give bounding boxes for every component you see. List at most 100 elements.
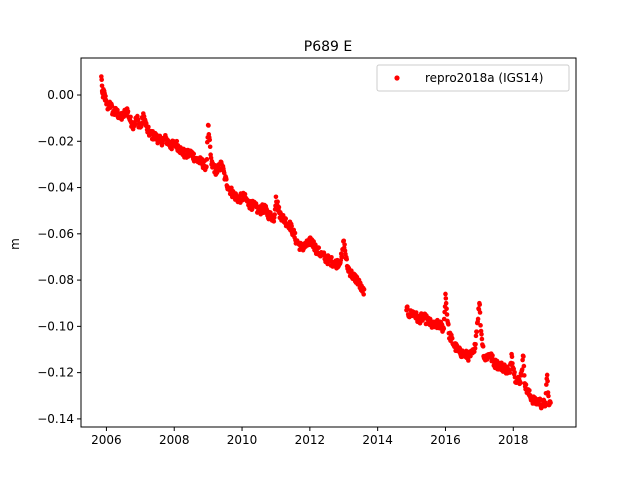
data-point	[272, 212, 277, 217]
x-tick-label: 2010	[227, 433, 258, 447]
data-point	[521, 354, 526, 359]
data-point	[443, 291, 448, 297]
data-point	[276, 204, 282, 210]
data-point	[510, 361, 515, 366]
data-point	[289, 223, 294, 229]
data-point	[475, 316, 481, 322]
data-point	[361, 287, 367, 292]
data-point	[521, 363, 527, 369]
data-point	[544, 372, 550, 378]
y-tick-label: −0.14	[37, 412, 74, 426]
data-point	[471, 349, 477, 355]
data-point	[221, 170, 227, 176]
data-point	[344, 256, 350, 262]
data-point	[518, 380, 523, 385]
data-point	[329, 255, 334, 260]
y-axis-label: m	[8, 238, 22, 250]
data-point	[103, 93, 108, 99]
data-point	[271, 219, 277, 224]
plot-frame	[80, 57, 577, 428]
y-tick-label: −0.06	[37, 227, 74, 241]
data-point	[361, 292, 366, 297]
data-point	[204, 157, 210, 162]
data-point	[473, 341, 478, 347]
data-point	[341, 238, 347, 244]
axes: 2006 2008 2010 2012 2014 2016 2018 0.00 −0.02 −0.…	[37, 88, 528, 447]
data-point	[292, 230, 298, 236]
x-tick-label: 2016	[430, 433, 461, 447]
y-tick-label: −0.02	[37, 134, 74, 148]
data-point	[477, 302, 483, 307]
data-point	[339, 254, 345, 260]
data-point	[109, 103, 115, 109]
y-tick-label: 0.00	[47, 88, 74, 102]
data-point	[477, 310, 483, 315]
data-point	[544, 382, 549, 387]
x-tick-label: 2014	[362, 433, 393, 447]
data-point	[543, 400, 548, 406]
data-point	[204, 164, 209, 170]
data-point	[273, 194, 279, 200]
data-point	[473, 333, 479, 339]
data-point	[480, 344, 486, 349]
data-point	[523, 382, 529, 387]
y-tick-label: −0.04	[37, 181, 74, 195]
data-point	[316, 245, 322, 250]
data-point	[443, 296, 449, 301]
y-tick-label: −0.08	[37, 273, 74, 287]
data-point	[509, 354, 515, 360]
data-point	[479, 331, 484, 337]
data-point	[275, 199, 280, 205]
data-point	[507, 370, 513, 375]
data-point	[519, 367, 525, 372]
data-point	[443, 300, 449, 306]
data-point	[132, 121, 138, 127]
x-tick-label: 2008	[159, 433, 190, 447]
y-tick-label: −0.10	[37, 319, 74, 333]
data-point	[548, 400, 553, 406]
data-point	[466, 358, 471, 363]
x-tick-label: 2012	[295, 433, 326, 447]
data-point	[490, 353, 495, 358]
y-tick-label: −0.12	[37, 366, 74, 380]
x-tick-label: 2018	[498, 433, 529, 447]
data-point	[206, 123, 211, 128]
data-point	[512, 369, 517, 375]
data-point	[115, 107, 120, 113]
legend-label: repro2018a (IGS14)	[425, 71, 543, 85]
data-point	[546, 393, 551, 399]
x-tick-label: 2006	[91, 433, 122, 447]
data-point	[99, 77, 104, 82]
data-point	[522, 373, 527, 378]
data-point	[542, 403, 548, 409]
data-points	[99, 74, 553, 411]
data-point	[444, 312, 450, 317]
data-point	[125, 109, 131, 114]
legend-marker	[394, 75, 400, 81]
data-point	[527, 388, 532, 393]
data-point	[229, 185, 234, 191]
legend: repro2018a (IGS14)	[376, 64, 570, 92]
legend-box	[376, 64, 570, 92]
data-point	[472, 345, 478, 351]
data-point	[191, 151, 197, 157]
data-point	[446, 322, 451, 327]
data-point	[342, 242, 347, 247]
data-point	[441, 326, 447, 331]
data-point	[99, 83, 105, 89]
data-point	[545, 390, 551, 395]
data-point	[128, 114, 133, 120]
data-point	[545, 378, 550, 384]
data-point	[146, 124, 151, 130]
data-point	[283, 216, 289, 221]
data-point	[208, 155, 214, 161]
data-point	[174, 138, 180, 144]
data-point	[479, 336, 485, 342]
data-point	[478, 323, 483, 328]
data-point	[224, 177, 229, 182]
data-point	[449, 336, 455, 341]
data-point	[135, 117, 141, 123]
data-point	[474, 329, 480, 335]
chart-title: P689 E	[304, 39, 352, 55]
